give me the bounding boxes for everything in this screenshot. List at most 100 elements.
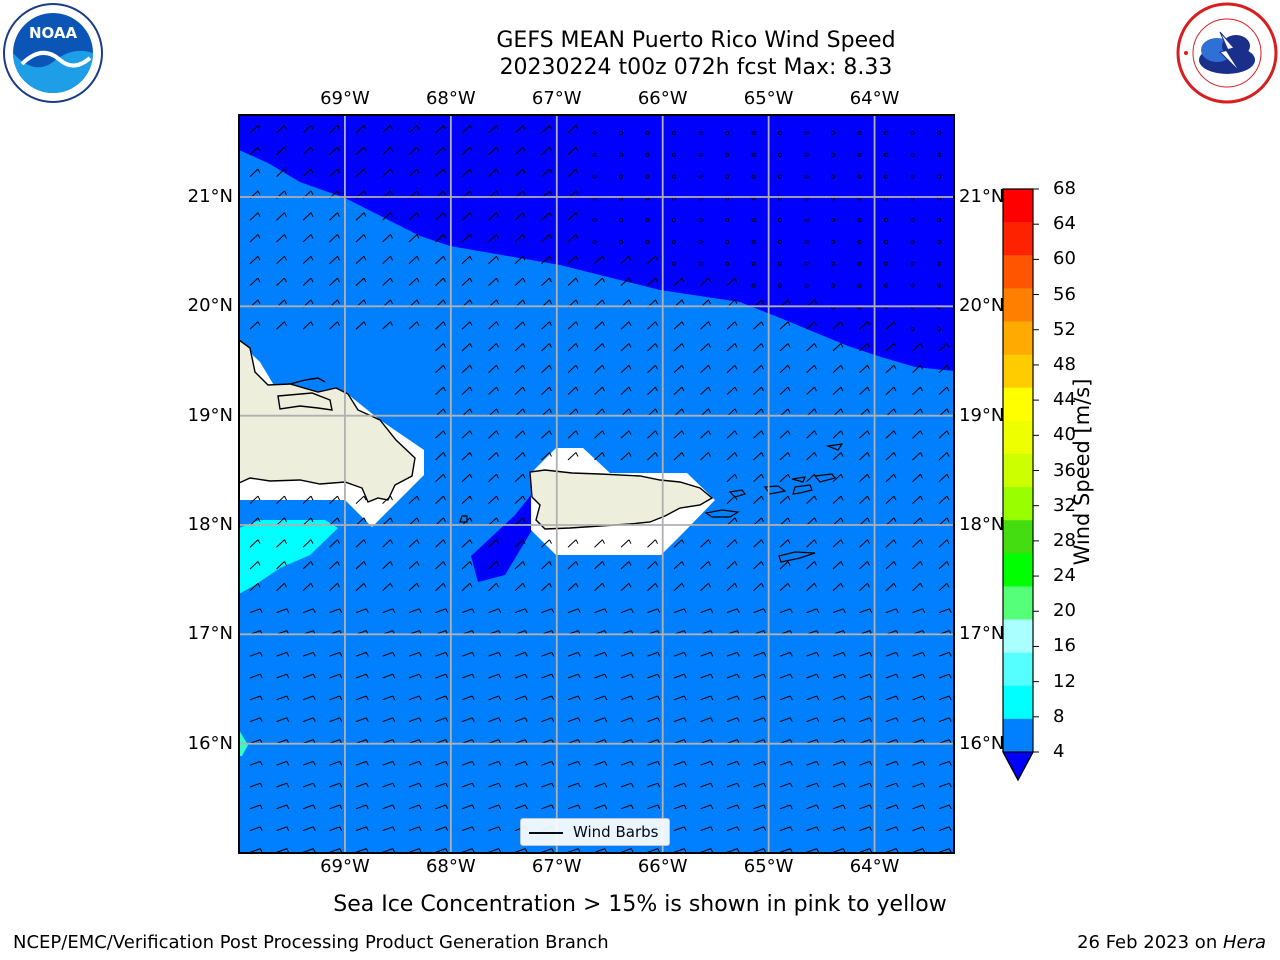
wind-barb-flag <box>657 608 661 614</box>
wind-barb-flag <box>310 583 314 588</box>
colorbar-tick-label: 24 <box>1053 565 1076 587</box>
wind-barb-flag <box>867 365 870 370</box>
wind-barb-flag <box>549 583 552 588</box>
wind-barb <box>514 673 526 679</box>
wind-barb <box>673 608 685 614</box>
wind-barb-flag <box>259 848 263 853</box>
wind-barb-flag <box>787 495 791 501</box>
wind-barb <box>382 168 391 177</box>
wind-barb <box>938 826 950 832</box>
wind-barb <box>700 651 711 657</box>
wind-barb-calm <box>884 283 889 288</box>
wind-barb-flag <box>787 452 791 457</box>
wind-barb-flag <box>946 452 950 457</box>
wind-barb <box>620 430 630 439</box>
wind-barb-flag <box>286 826 290 832</box>
wind-barb <box>408 826 420 832</box>
wind-barb-flag <box>551 761 555 766</box>
wind-barb-flag <box>443 583 446 588</box>
wind-barb-calm <box>725 239 730 244</box>
wind-barb <box>514 146 524 156</box>
wind-barb-flag <box>893 452 897 457</box>
wind-barb-flag <box>840 365 844 370</box>
wind-barb-flag <box>337 277 340 283</box>
wind-barb-flag <box>443 277 446 283</box>
wind-barb-calm <box>778 261 783 266</box>
wind-barb-flag <box>575 321 579 326</box>
wind-barb-flag <box>496 430 499 435</box>
wind-barb <box>673 651 685 657</box>
wind-barb-flag <box>443 408 446 414</box>
wind-barb <box>594 782 605 788</box>
wind-barb <box>382 561 391 570</box>
wind-barb-flag <box>575 343 579 348</box>
wind-barb-flag <box>445 761 449 766</box>
wind-barb-flag <box>920 365 923 370</box>
wind-barb <box>567 695 579 701</box>
wind-barb-flag <box>469 234 473 239</box>
wind-barb-flag <box>946 561 950 566</box>
wind-barb <box>859 561 868 570</box>
wind-barb-flag <box>736 804 740 810</box>
wind-barb <box>249 848 261 853</box>
wind-barb-flag <box>257 277 261 283</box>
wind-barb-flag <box>630 673 634 679</box>
wind-barb <box>382 125 391 134</box>
wind-barb-flag <box>867 495 870 501</box>
lon-tick-label-bottom: 67°W <box>531 856 582 877</box>
wind-barb <box>435 651 446 657</box>
wind-barb <box>700 343 709 352</box>
wind-barb-flag <box>922 761 926 766</box>
wind-barb <box>461 430 471 439</box>
wind-barb-flag <box>763 673 767 679</box>
wind-barb-flag <box>524 804 528 810</box>
wind-barb-flag <box>816 652 820 657</box>
wind-barb <box>382 255 391 265</box>
wind-barb <box>249 582 259 592</box>
wind-barb <box>461 277 471 286</box>
wind-barb <box>302 717 314 723</box>
wind-barb <box>806 495 815 504</box>
wind-barb <box>461 651 473 657</box>
wind-barb-flag <box>310 212 314 217</box>
lon-tick-label-bottom: 66°W <box>637 856 688 877</box>
wind-barb <box>435 782 446 788</box>
puerto-rico-land <box>529 469 714 530</box>
wind-barb <box>355 321 365 330</box>
wind-barb-flag <box>655 365 658 370</box>
wind-barb <box>647 582 656 592</box>
wind-barb <box>753 717 764 723</box>
wind-barb <box>382 582 391 592</box>
wind-barb <box>435 826 446 832</box>
wind-barb <box>408 582 418 592</box>
wind-barb <box>673 364 683 374</box>
wind-barb-flag <box>840 321 844 326</box>
wind-barb-flag <box>867 386 870 392</box>
wind-barb-flag <box>840 583 844 588</box>
wind-barb <box>726 673 738 679</box>
wind-barb-flag <box>310 256 314 261</box>
wind-barb <box>276 582 285 592</box>
wind-barb-flag <box>392 695 396 701</box>
wind-barb <box>488 430 497 439</box>
wind-barb-flag <box>575 234 579 239</box>
wind-barb <box>567 168 577 177</box>
wind-barb-flag <box>734 495 738 501</box>
colorbar-segment <box>1003 487 1033 521</box>
wind-barb <box>276 234 285 243</box>
tortuga-island <box>277 392 333 411</box>
wind-barb <box>567 364 577 374</box>
wind-barb-flag <box>683 826 687 832</box>
wind-barb-flag <box>551 673 555 679</box>
wind-barb <box>514 321 524 330</box>
wind-barb <box>938 386 948 395</box>
wind-barb-flag <box>337 234 340 239</box>
wind-barb-flag <box>469 517 473 523</box>
wind-barb-flag <box>312 673 316 679</box>
wind-barb <box>832 826 844 832</box>
wind-barb <box>700 582 709 592</box>
wind-barb <box>329 168 338 177</box>
wind-barb <box>435 760 446 766</box>
wind-barb-flag <box>310 277 314 283</box>
